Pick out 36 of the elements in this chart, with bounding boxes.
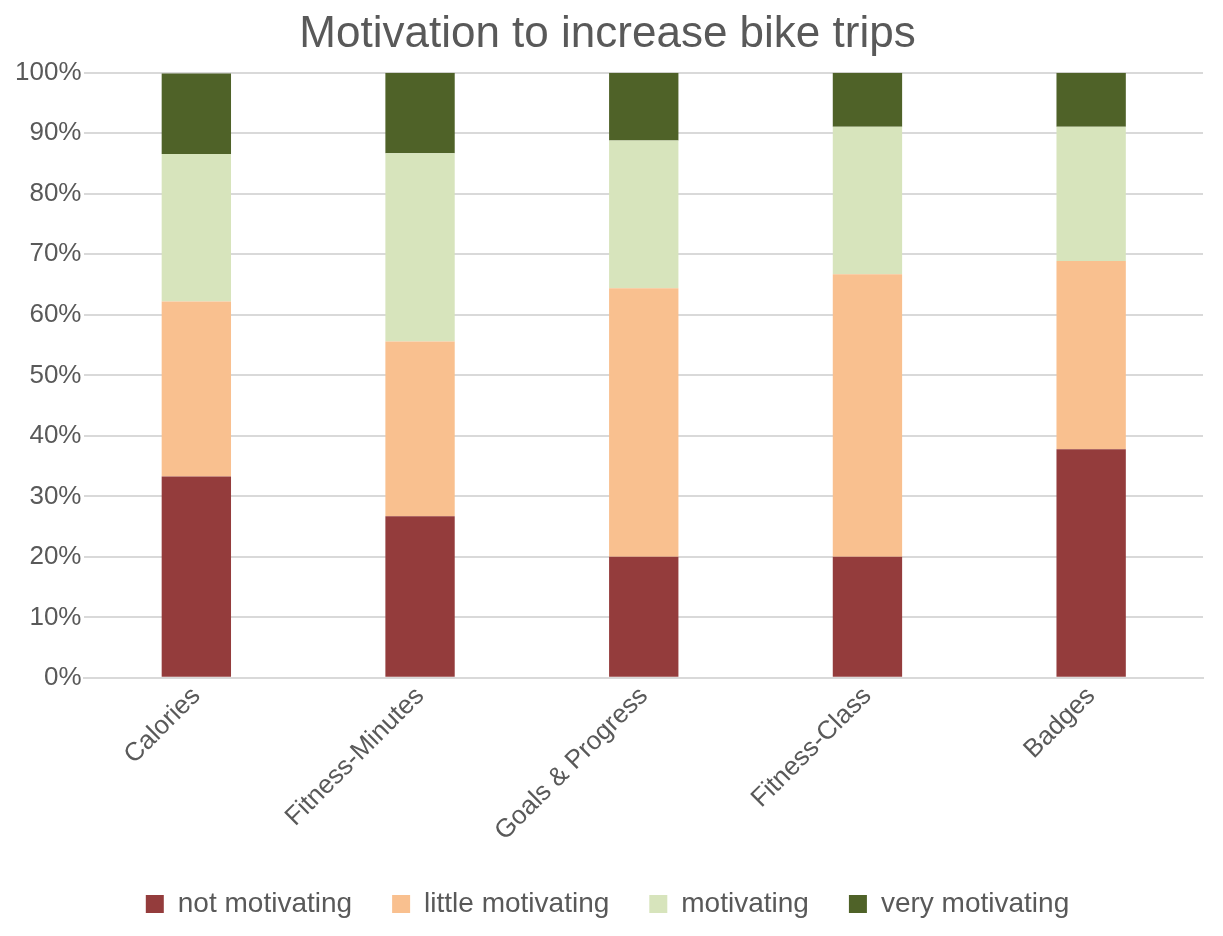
bar bbox=[161, 153, 232, 302]
y-tick-label: 70% bbox=[29, 237, 82, 268]
bar bbox=[609, 140, 679, 289]
legend-label: not motivating bbox=[177, 886, 353, 918]
y-tick-label: 10% bbox=[29, 600, 82, 631]
bar bbox=[832, 556, 903, 677]
bar bbox=[161, 301, 232, 477]
bar bbox=[609, 288, 679, 557]
y-tick-label: 60% bbox=[29, 298, 82, 328]
bar bbox=[832, 274, 903, 557]
legend-label: motivating bbox=[681, 886, 809, 918]
bar bbox=[609, 556, 679, 677]
y-tick-label: 0% bbox=[43, 661, 82, 692]
legend-label: little motivating bbox=[424, 886, 610, 918]
bar bbox=[385, 516, 455, 677]
y-tick-label: 20% bbox=[29, 540, 82, 571]
y-tick-label: 80% bbox=[29, 176, 82, 207]
bar bbox=[385, 341, 455, 517]
bar bbox=[832, 72, 903, 127]
y-tick-label: 40% bbox=[29, 419, 82, 450]
bar bbox=[161, 73, 232, 154]
y-tick-label: 50% bbox=[29, 358, 82, 389]
bar bbox=[1056, 260, 1126, 450]
bar bbox=[1056, 126, 1126, 261]
y-tick-label: 30% bbox=[29, 479, 82, 510]
bar bbox=[1056, 449, 1126, 677]
y-tick-label: 90% bbox=[29, 116, 82, 147]
chart-title: Motivation to increase bike trips bbox=[299, 6, 916, 56]
bar bbox=[832, 126, 903, 275]
bar bbox=[1056, 72, 1126, 127]
bar bbox=[385, 72, 455, 154]
bar bbox=[385, 153, 455, 342]
bar bbox=[609, 72, 679, 141]
bar bbox=[161, 476, 232, 677]
y-tick-label: 100% bbox=[15, 55, 82, 86]
legend-label: very motivating bbox=[880, 886, 1070, 918]
